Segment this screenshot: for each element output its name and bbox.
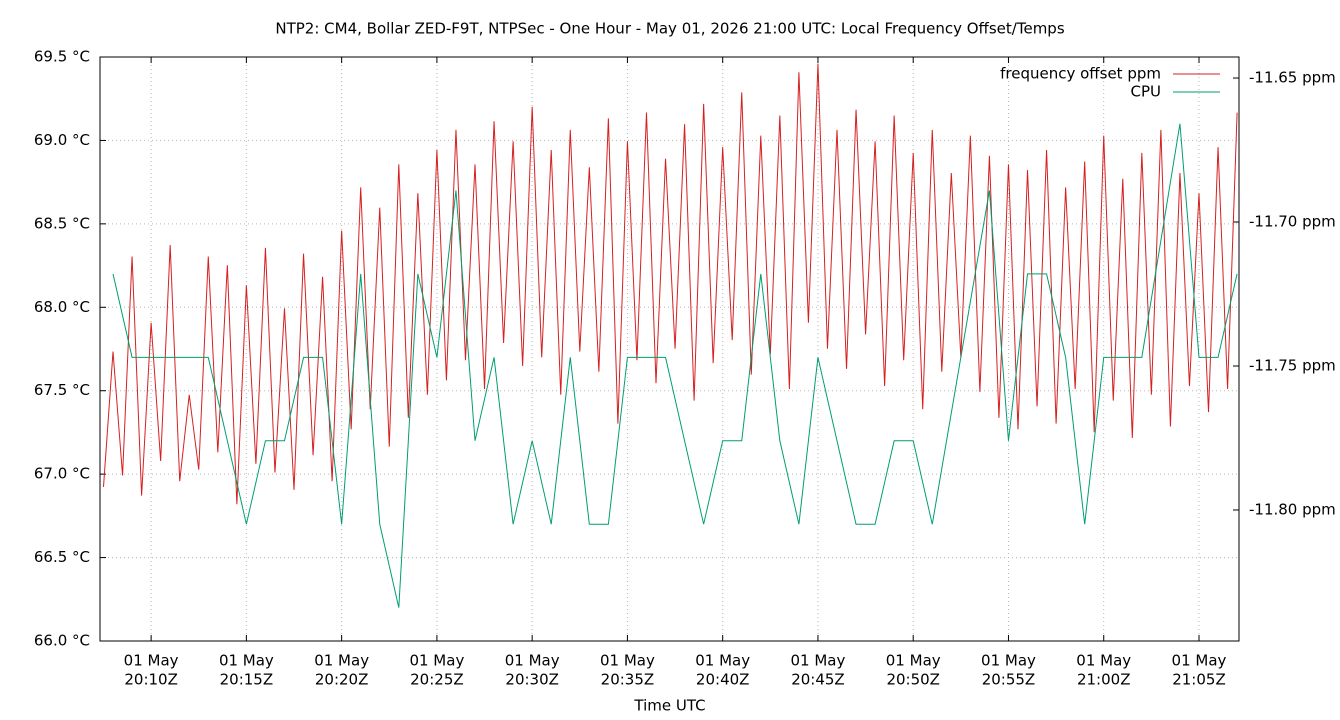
series-line	[112, 123, 1238, 608]
y-tick-label: 66.5 °C	[34, 548, 90, 566]
x-tick-label: 20:15Z	[220, 671, 274, 689]
x-tick-label: 01 May	[791, 652, 846, 670]
y2-tick-label: -11.65 ppm	[1249, 69, 1336, 87]
x-tick-label: 20:30Z	[505, 671, 559, 689]
plot-border	[99, 56, 1240, 642]
x-tick-label: 01 May	[1076, 652, 1131, 670]
legend-label: frequency offset ppm	[1000, 65, 1161, 83]
x-tick-label: 20:50Z	[886, 671, 940, 689]
y-tick-label: 68.0 °C	[34, 298, 90, 316]
x-tick-label: 01 May	[981, 652, 1036, 670]
x-tick-label: 20:40Z	[696, 671, 750, 689]
x-tick-label: 20:45Z	[791, 671, 845, 689]
y-tick-label: 67.5 °C	[34, 381, 90, 399]
x-tick-label: 01 May	[314, 652, 369, 670]
x-tick-label: 21:05Z	[1172, 671, 1226, 689]
x-tick-label: 01 May	[1172, 652, 1227, 670]
x-tick-label: 01 May	[505, 652, 560, 670]
y-tick-label: 69.5 °C	[34, 48, 90, 66]
x-tick-label: 21:00Z	[1077, 671, 1131, 689]
y2-tick-label: -11.75 ppm	[1249, 356, 1336, 374]
legend-label: CPU	[1131, 83, 1162, 101]
y-tick-label: 67.0 °C	[34, 465, 90, 483]
x-tick-label: 20:25Z	[410, 671, 464, 689]
y-tick-label: 68.5 °C	[34, 214, 90, 232]
y2-tick-label: -11.70 ppm	[1249, 213, 1336, 231]
y-tick-label: 66.0 °C	[34, 632, 90, 650]
chart-title: NTP2: CM4, Bollar ZED-F9T, NTPSec - One …	[275, 20, 1064, 38]
series-line	[102, 63, 1238, 505]
x-tick-label: 01 May	[124, 652, 179, 670]
x-tick-label: 20:10Z	[124, 671, 178, 689]
x-tick-label: 01 May	[886, 652, 941, 670]
y-tick-label: 69.0 °C	[34, 131, 90, 149]
x-tick-label: 01 May	[219, 652, 274, 670]
x-tick-label: 20:20Z	[315, 671, 369, 689]
y2-tick-label: -11.80 ppm	[1249, 500, 1336, 518]
x-tick-label: 20:55Z	[982, 671, 1036, 689]
x-tick-label: 01 May	[600, 652, 655, 670]
x-axis-label: Time UTC	[633, 697, 705, 715]
x-tick-label: 01 May	[409, 652, 464, 670]
x-tick-label: 20:35Z	[601, 671, 655, 689]
x-tick-label: 01 May	[695, 652, 750, 670]
